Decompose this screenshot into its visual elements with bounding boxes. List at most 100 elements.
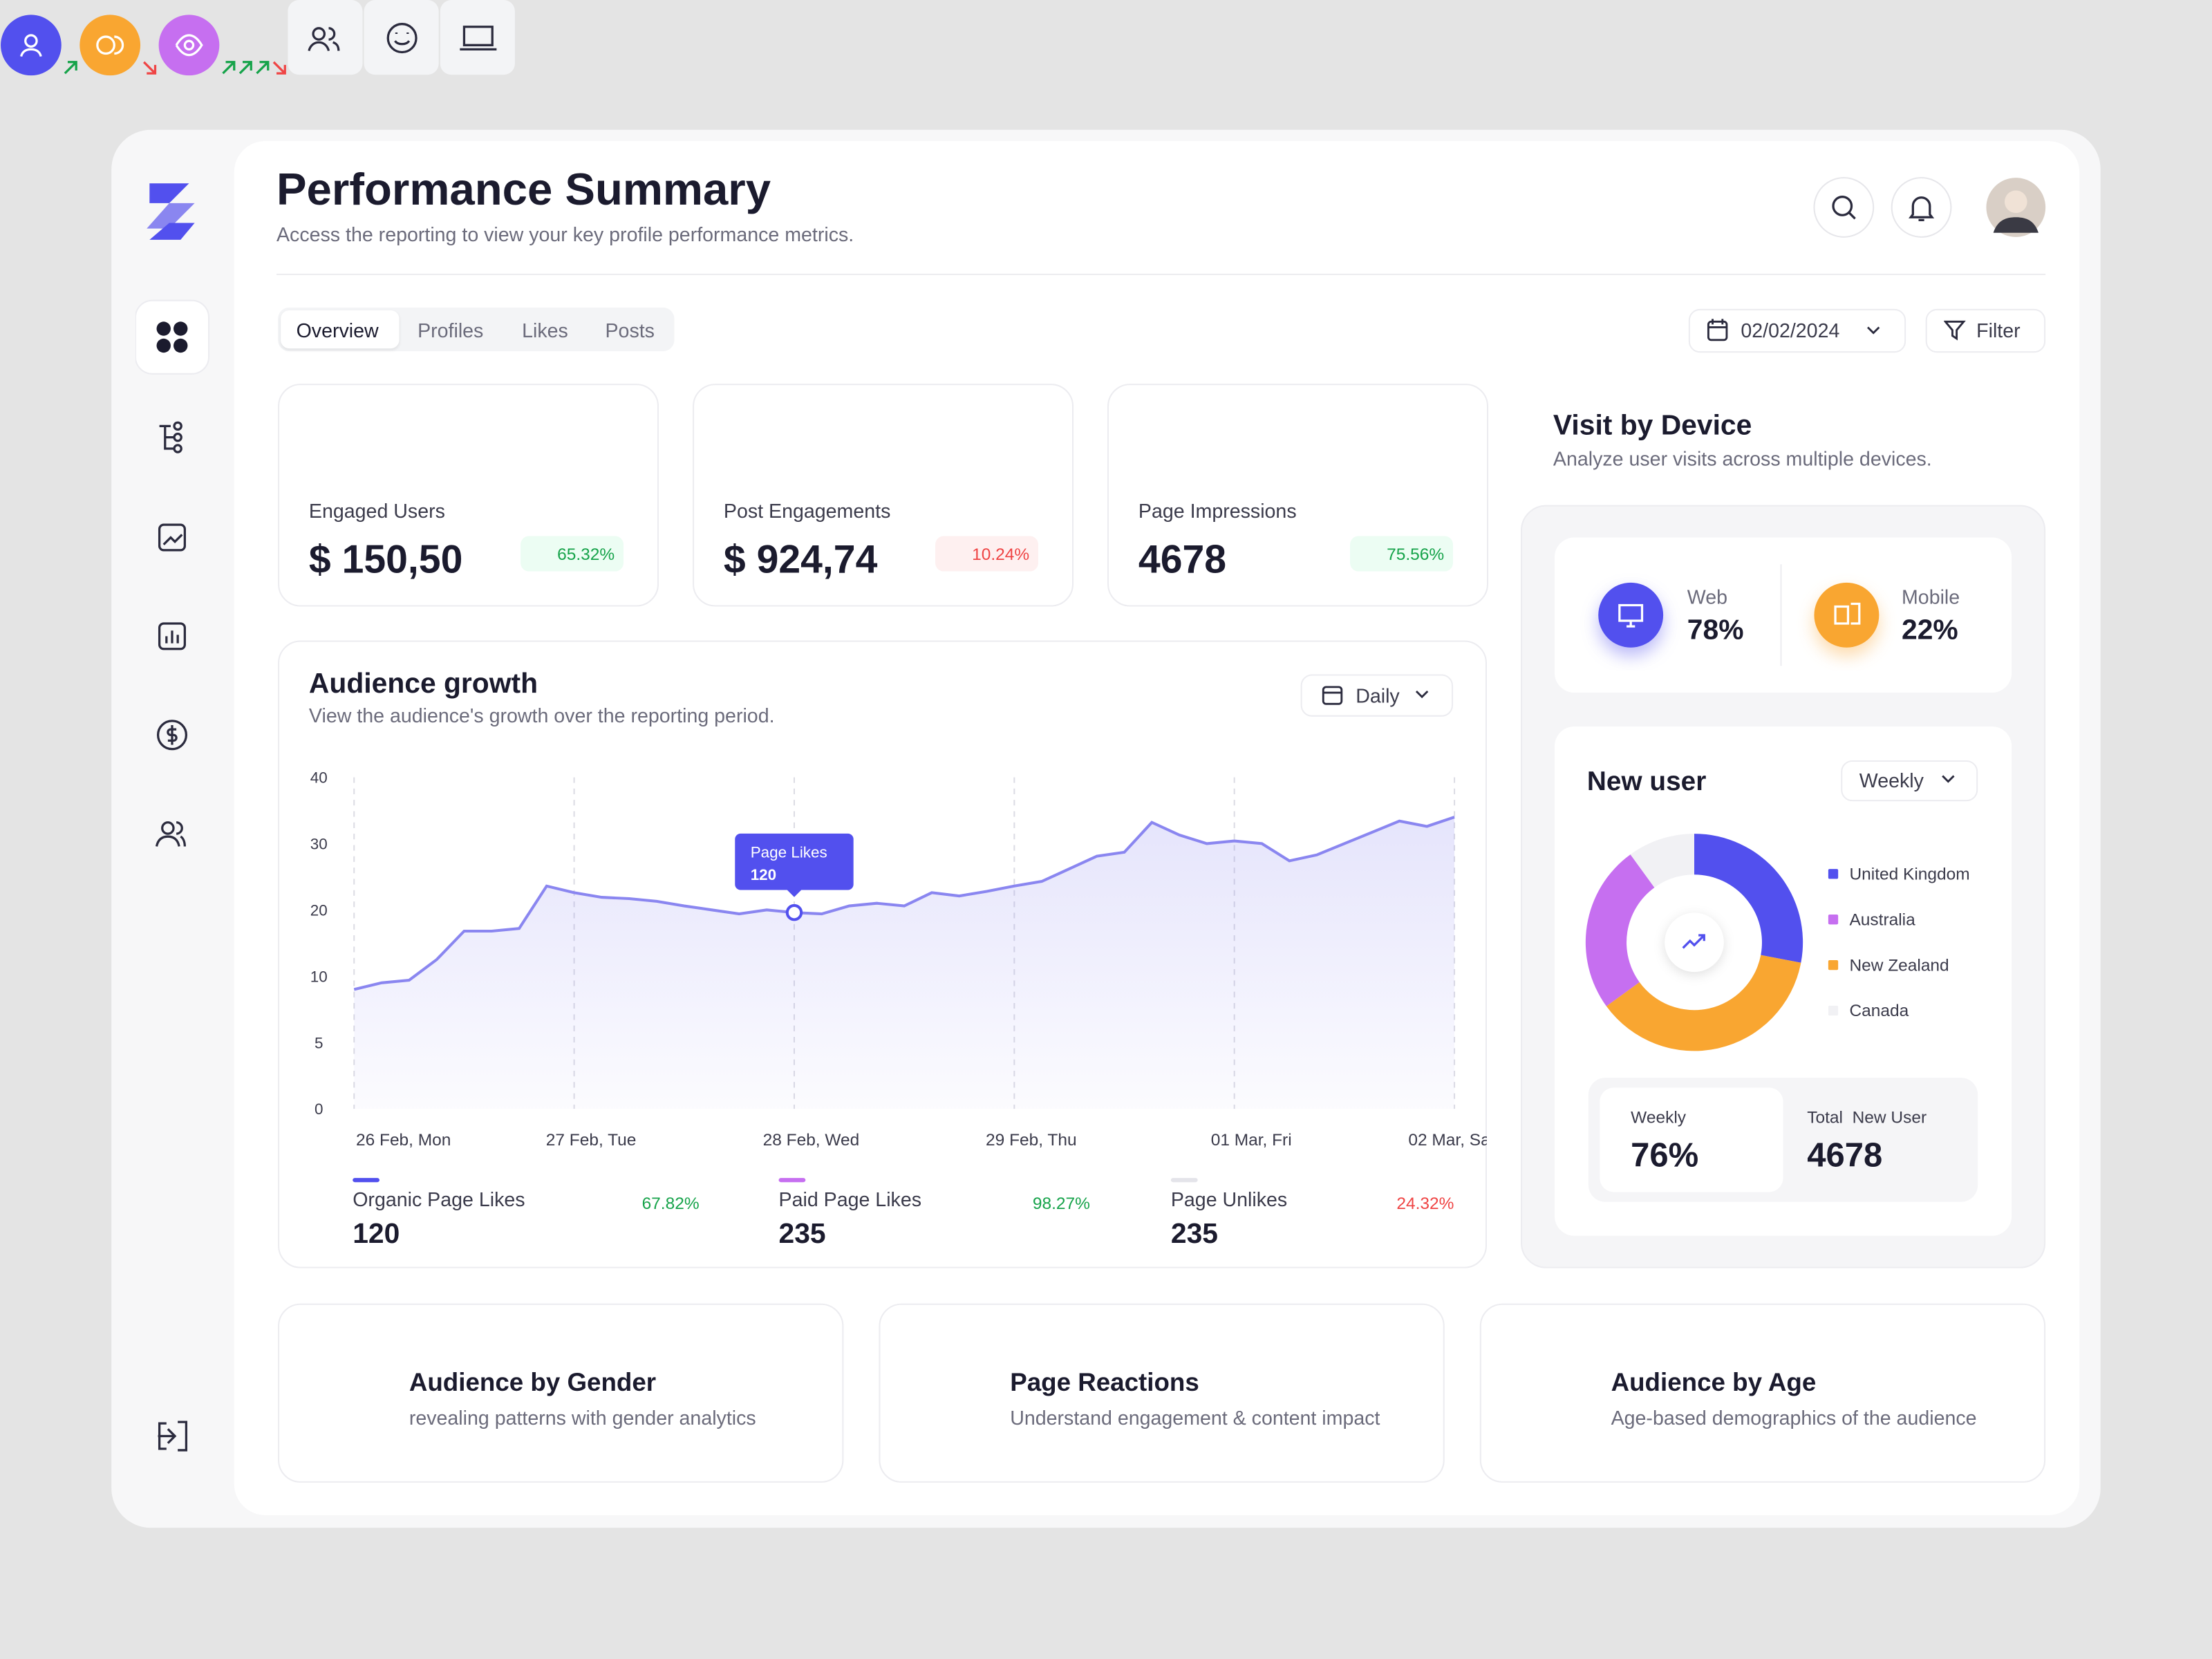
legend-bar xyxy=(353,1178,379,1183)
card-title: Page Reactions xyxy=(1010,1368,1199,1397)
feature-card[interactable] xyxy=(1479,1303,2046,1483)
y-tick-label: 20 xyxy=(310,901,328,919)
tooltip xyxy=(735,833,854,890)
metric-change: 24.32% xyxy=(1396,1193,1454,1214)
arrow xyxy=(143,61,157,75)
period: Daily xyxy=(1356,684,1400,707)
change-pill xyxy=(1350,536,1454,572)
icon xyxy=(20,34,42,57)
sidebar xyxy=(135,183,210,1452)
legend-label: United Kingdom xyxy=(1849,865,1969,883)
metric-name: Organic Page Likes xyxy=(353,1188,525,1211)
change-pill xyxy=(521,536,624,572)
area-chart: 0 5 10 20 30 40 26 Feb, Mon 27 Feb, Tue 28 Feb, … xyxy=(310,769,1487,1150)
stat-label: Page Impressions xyxy=(1138,499,1297,523)
card-icon xyxy=(440,0,515,75)
tooltip-label: Page Likes xyxy=(751,844,827,861)
tab[interactable]: Overview xyxy=(296,319,379,341)
search-button[interactable] xyxy=(1813,177,1875,238)
summary-value: 4678 xyxy=(1807,1136,1883,1175)
change-pill xyxy=(935,536,1039,572)
stat-label: Engaged Users xyxy=(308,499,445,523)
card-subtitle: View the audience's growth over the repo… xyxy=(308,704,775,727)
date-picker[interactable] xyxy=(1688,308,1906,353)
arrow xyxy=(272,61,286,75)
arrow xyxy=(238,61,252,75)
x-tick-label: 27 Feb, Tue xyxy=(546,1131,637,1150)
device-value: 22% xyxy=(1901,615,1958,646)
trend-arrow xyxy=(143,61,157,75)
device-icon xyxy=(1814,582,1880,648)
summary-inner xyxy=(1600,1087,1783,1192)
icon-bg xyxy=(1,15,62,76)
legend-label: Australia xyxy=(1849,910,1915,929)
arrow xyxy=(256,61,270,75)
legend-bar xyxy=(778,1178,806,1183)
date-icons xyxy=(1707,319,1880,341)
trend-arrow xyxy=(222,61,236,75)
stat-value: $ 150,50 xyxy=(308,537,463,581)
change-value: 10.24% xyxy=(972,544,1030,565)
icon-bg xyxy=(79,15,141,76)
icon-bg xyxy=(288,0,363,75)
icon xyxy=(1618,603,1644,628)
legend-label: Canada xyxy=(1849,1002,1909,1020)
divider xyxy=(276,273,2046,275)
x-tick-label: 26 Feb, Mon xyxy=(356,1131,451,1150)
card-subtitle: Age-based demographics of the audience xyxy=(1611,1406,1977,1430)
summary-label: Total New User xyxy=(1807,1107,1927,1127)
tab[interactable]: Posts xyxy=(605,319,655,341)
metric-value: 235 xyxy=(778,1219,826,1250)
x-tick-label: 01 Mar, Fri xyxy=(1211,1131,1292,1150)
y-tick-label: 0 xyxy=(315,1100,323,1118)
center-badge xyxy=(1665,912,1724,973)
chevron xyxy=(1942,775,1955,783)
icon-bg xyxy=(440,0,515,75)
period-select[interactable] xyxy=(1841,760,1978,802)
y-tick-label: 5 xyxy=(315,1034,323,1051)
metric-value: 235 xyxy=(1170,1219,1218,1250)
metric-change: 67.82% xyxy=(641,1193,700,1214)
donut-slice xyxy=(1694,834,1803,963)
y-tick-label: 30 xyxy=(310,836,328,853)
period-icons xyxy=(1322,686,1429,705)
card-title: Audience growth xyxy=(308,668,538,700)
donut-slice xyxy=(1606,955,1801,1051)
device-icons xyxy=(1598,582,1880,648)
section-subtitle: Analyze user visits across multiple devi… xyxy=(1553,447,1932,470)
card-icon xyxy=(364,0,439,75)
tab[interactable]: Profiles xyxy=(418,319,484,341)
donut-slice xyxy=(1585,854,1655,1006)
arrow xyxy=(64,61,77,75)
period-select[interactable] xyxy=(1300,674,1454,717)
feature-card[interactable] xyxy=(278,1303,844,1483)
tab-active xyxy=(281,310,400,349)
icon xyxy=(96,35,124,55)
icon xyxy=(460,26,497,51)
device-name: Web xyxy=(1687,585,1728,608)
nav-active[interactable] xyxy=(135,299,210,375)
device-icon xyxy=(1598,582,1664,648)
card-icon xyxy=(288,0,363,75)
donut-chart: United Kingdom Australia New Zealand Canada xyxy=(1585,834,1970,1051)
notification-button[interactable] xyxy=(1891,177,1952,238)
x-tick-label: 28 Feb, Wed xyxy=(763,1131,860,1150)
device-value: 78% xyxy=(1687,615,1744,646)
section-title: Visit by Device xyxy=(1553,410,1752,442)
icon xyxy=(1682,934,1705,949)
tab[interactable]: Likes xyxy=(522,319,568,341)
feature-card[interactable] xyxy=(879,1303,1445,1483)
tooltip-value: 120 xyxy=(751,866,776,883)
trend-arrow xyxy=(272,61,286,75)
donut-slice xyxy=(1630,834,1695,888)
icon-bg xyxy=(158,15,220,76)
legend-swatch xyxy=(1828,1005,1839,1016)
icon xyxy=(308,27,340,51)
summary-value: 76% xyxy=(1631,1136,1699,1175)
trend-arrow xyxy=(256,61,270,75)
change-value: 75.56% xyxy=(1387,544,1445,565)
device-name: Mobile xyxy=(1901,585,1960,608)
filter-button[interactable] xyxy=(1925,308,2046,353)
